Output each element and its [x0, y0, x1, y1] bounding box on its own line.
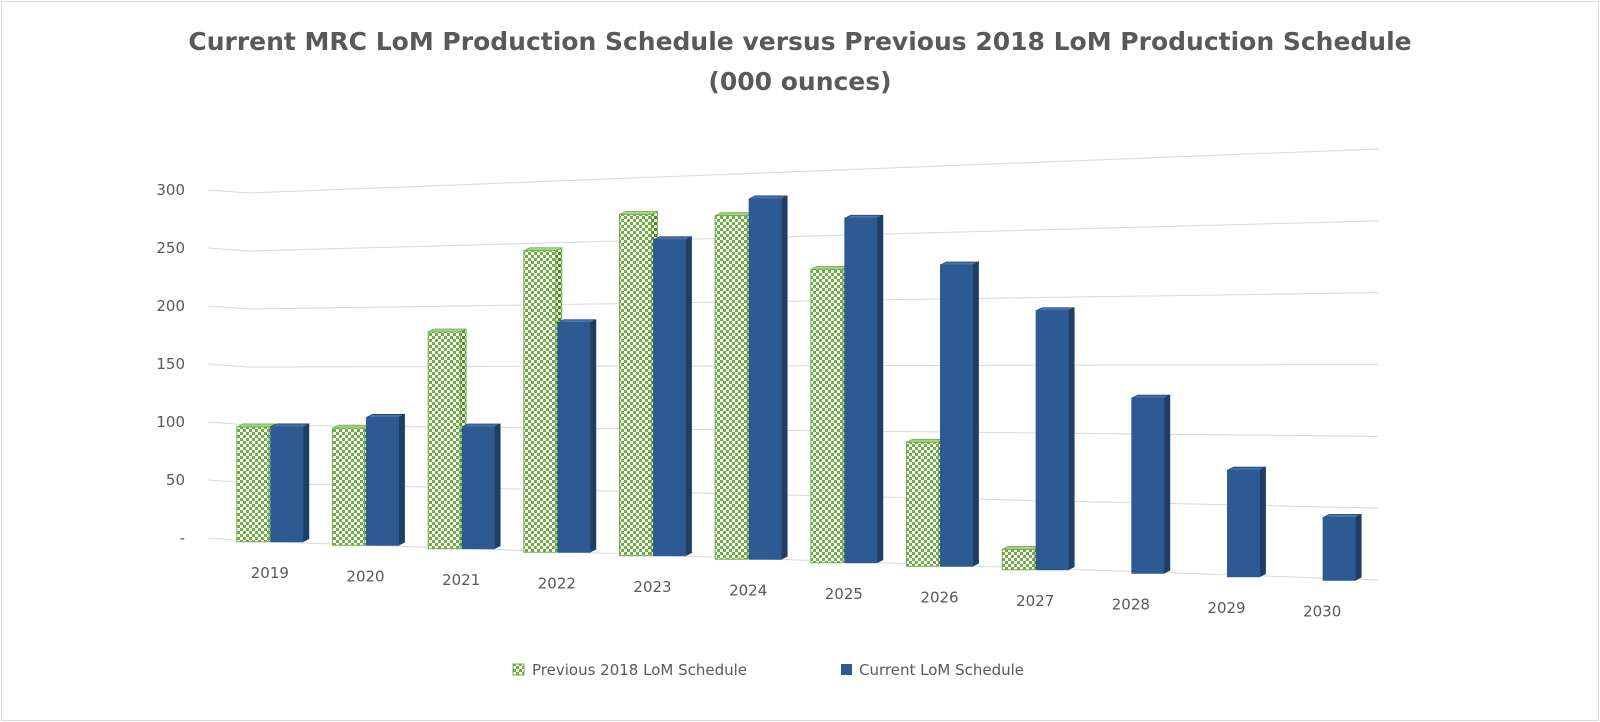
legend-item-previous: Previous 2018 LoM Schedule [512, 661, 747, 679]
bar-side [1354, 513, 1362, 581]
y-tick-label: - [180, 529, 185, 547]
bar-current-2026 [940, 261, 979, 567]
bar-current-2021 [461, 423, 501, 550]
bar-side [1259, 466, 1266, 578]
bar-current-2029 [1227, 466, 1266, 578]
bar-side [780, 195, 788, 560]
gridline [247, 148, 1379, 194]
bar-previous-2021 [427, 328, 467, 550]
y-axis: - 50 100 150 200 250 300 [156, 181, 185, 547]
bar-front [461, 426, 495, 550]
legend-label-current: Current LoM Schedule [859, 661, 1024, 679]
bar-previous-2024 [714, 212, 754, 560]
bar-front [748, 198, 782, 560]
bar-current-2020 [366, 413, 405, 546]
bars [236, 195, 1362, 581]
bar-current-2027 [1035, 307, 1075, 571]
bar-front [523, 250, 557, 553]
bar-previous-2026 [906, 438, 945, 567]
gridline [207, 305, 249, 310]
gridline [207, 247, 249, 252]
bar-front [1227, 469, 1260, 578]
x-axis: 2019 2020 2021 2022 2023 2024 2025 2026 2027 2028… [251, 564, 1342, 621]
bar-front [1001, 548, 1035, 571]
bar-current-2025 [844, 214, 884, 564]
bar-current-2023 [653, 236, 692, 557]
y-tick-label: 50 [166, 471, 185, 489]
bar-side [398, 413, 405, 546]
legend-swatch-current [841, 664, 852, 675]
subtitle-line: (000 ounces) [708, 67, 892, 96]
bar-front [270, 426, 304, 543]
bar-front [236, 426, 270, 543]
bar-previous-2025 [810, 265, 850, 564]
chart-title: Current MRC LoM Production Schedule vers… [0, 22, 1600, 102]
bar-front [619, 214, 652, 557]
x-tick-label: 2021 [442, 571, 480, 589]
x-tick-label: 2020 [346, 567, 384, 585]
x-tick-label: 2025 [825, 585, 863, 603]
bar-side [1067, 307, 1075, 571]
bar-previous-2019 [236, 423, 276, 543]
legend-label-previous: Previous 2018 LoM Schedule [532, 661, 747, 679]
bar-front [1322, 517, 1356, 581]
gridline [247, 220, 1379, 252]
bar-front [332, 427, 365, 546]
bar-front [1035, 310, 1069, 571]
bar-front [557, 322, 591, 553]
y-tick-label: 250 [156, 239, 185, 257]
y-tick-label: 200 [156, 297, 185, 315]
bar-current-2019 [270, 423, 310, 543]
x-tick-label: 2023 [633, 578, 671, 596]
bar-front [906, 441, 939, 567]
bar-front [1131, 397, 1165, 574]
bar-side [589, 319, 597, 553]
bar-current-2024 [748, 195, 788, 560]
x-tick-label: 2019 [251, 564, 289, 582]
bar-side [876, 214, 884, 564]
x-tick-label: 2022 [538, 574, 576, 592]
bar-front [844, 217, 878, 564]
bar-front [366, 416, 399, 546]
gridline [207, 189, 249, 194]
y-tick-label: 150 [156, 355, 185, 373]
bar-previous-2020 [332, 424, 371, 546]
bar-front [427, 331, 461, 550]
bar-side [972, 261, 979, 567]
gridline [207, 363, 249, 368]
x-tick-label: 2030 [1303, 602, 1341, 620]
bar-previous-2027 [1001, 545, 1041, 571]
bar-current-2030 [1322, 513, 1362, 581]
x-tick-label: 2028 [1112, 595, 1150, 613]
bar-previous-2022 [523, 247, 563, 553]
bar-side [685, 236, 692, 557]
y-tick-label: 300 [156, 181, 185, 199]
title-line: Current MRC LoM Production Schedule vers… [188, 27, 1412, 56]
bar-front [810, 268, 844, 564]
x-tick-label: 2029 [1207, 599, 1245, 617]
legend-swatch-previous [512, 663, 525, 676]
y-tick-label: 100 [156, 413, 185, 431]
x-tick-label: 2026 [920, 588, 958, 606]
bar-current-2022 [557, 319, 597, 553]
x-tick-label: 2027 [1016, 592, 1054, 610]
bar-side [493, 423, 501, 550]
legend: Previous 2018 LoM Schedule Current LoM S… [512, 661, 1024, 679]
bar-front [714, 215, 748, 560]
bar-side [1163, 394, 1171, 574]
bar-side [302, 423, 310, 543]
bar-previous-2023 [619, 210, 658, 557]
legend-item-current: Current LoM Schedule [841, 661, 1024, 679]
bar-current-2028 [1131, 394, 1171, 574]
bar-front [653, 239, 686, 557]
x-tick-label: 2024 [729, 581, 767, 599]
bar-front [940, 264, 973, 567]
